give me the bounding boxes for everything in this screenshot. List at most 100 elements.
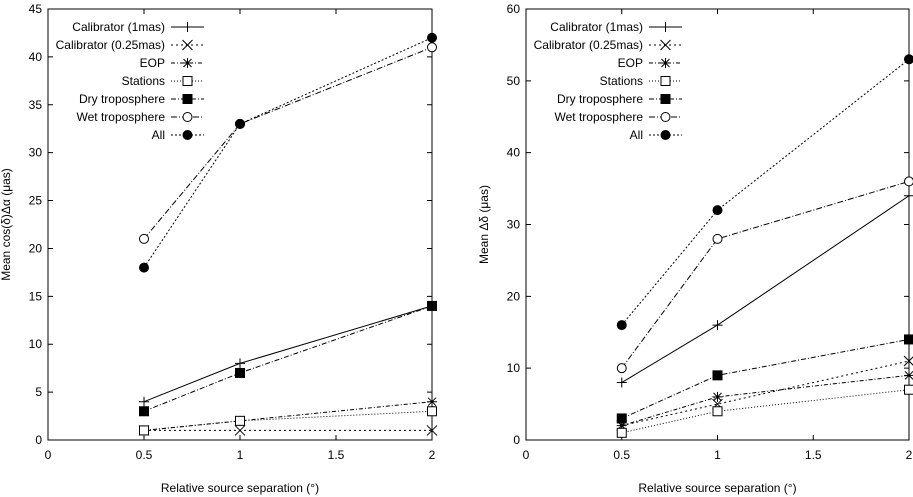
legend-label: Stations [600, 74, 643, 88]
series-2 [139, 396, 437, 436]
data-point [712, 205, 723, 216]
legend-label: Dry troposphere [79, 92, 165, 106]
data-point [234, 425, 246, 436]
data-point [426, 425, 438, 436]
data-point [712, 391, 723, 402]
legend-label: EOP [140, 56, 165, 70]
y-tick-label: 20 [29, 241, 43, 255]
x-axis-label: Relative source separation (°) [638, 481, 796, 495]
legend-marker [182, 94, 193, 104]
legend-marker [660, 130, 671, 140]
data-point [616, 413, 627, 424]
legend-marker [660, 39, 671, 51]
legend-label: EOP [618, 56, 643, 70]
series-line [143, 401, 433, 431]
data-point [235, 415, 245, 426]
legend-marker [660, 58, 671, 68]
legend-label: All [630, 128, 643, 142]
x-tick-label: 2 [906, 448, 913, 462]
data-point [139, 425, 149, 436]
series-2 [616, 370, 913, 431]
x-tick-label: 2 [429, 448, 436, 462]
legend-label: Wet troposphere [77, 110, 166, 124]
y-axis-label: Mean cos(δ)Δα (μas) [0, 168, 13, 281]
legend-label: Calibrator (1mas) [72, 20, 165, 34]
y-tick-label: 35 [29, 98, 43, 112]
data-point [235, 118, 245, 129]
series-4 [139, 300, 437, 417]
y-tick-label: 40 [29, 50, 43, 64]
y-tick-label: 60 [507, 2, 521, 16]
data-point [904, 334, 913, 345]
series-line [143, 305, 433, 403]
legend-marker [182, 130, 193, 140]
series-line [143, 37, 433, 268]
data-point [427, 396, 437, 407]
legend-marker [660, 76, 671, 86]
data-point [712, 233, 723, 244]
legend-label: Wet troposphere [555, 110, 644, 124]
series-line [621, 338, 910, 419]
series-0 [616, 190, 913, 388]
x-tick-label: 1.5 [328, 448, 345, 462]
legend-marker [182, 22, 193, 32]
legend-label: Calibrator (0.25mas) [534, 38, 643, 52]
series-line [621, 360, 910, 427]
series-5 [139, 42, 437, 244]
y-tick-label: 0 [35, 433, 42, 447]
data-point [904, 54, 913, 65]
legend-label: Stations [122, 74, 165, 88]
x-axis-label: Relative source separation (°) [161, 481, 319, 495]
x-tick-label: 1 [714, 448, 721, 462]
data-point [904, 176, 913, 187]
y-tick-label: 0 [513, 433, 520, 447]
series-4 [616, 334, 913, 424]
data-point [712, 370, 723, 381]
data-point [235, 367, 245, 378]
y-tick-label: 5 [35, 385, 42, 399]
data-point [235, 358, 245, 369]
y-tick-label: 30 [29, 146, 43, 160]
data-point [904, 384, 913, 395]
y-axis-label: Mean Δδ (μas) [477, 185, 491, 264]
data-point [616, 320, 627, 331]
series-line [143, 305, 433, 412]
data-point [616, 427, 627, 438]
series-line [143, 410, 433, 431]
legend: Calibrator (1mas) Calibrator (0.25mas) EOP… [56, 20, 204, 142]
x-tick-label: 0.5 [136, 448, 153, 462]
data-point [427, 42, 437, 53]
legend-label: Calibrator (1mas) [550, 20, 643, 34]
series-6 [616, 54, 913, 331]
legend-marker [182, 58, 193, 68]
data-point [904, 190, 913, 201]
data-point [616, 377, 627, 388]
legend-marker [660, 94, 671, 104]
x-tick-label: 1 [237, 448, 244, 462]
data-point [139, 406, 149, 417]
data-point [712, 320, 723, 331]
y-tick-label: 15 [29, 289, 43, 303]
y-tick-label: 30 [507, 218, 521, 232]
series-line [621, 195, 910, 383]
series-5 [616, 176, 913, 374]
y-tick-label: 25 [29, 194, 43, 208]
series-line [143, 46, 433, 240]
x-tick-label: 0.5 [613, 448, 630, 462]
data-point [139, 262, 149, 273]
legend-marker [182, 76, 193, 86]
series-line [621, 374, 910, 427]
legend-label: All [152, 128, 165, 142]
data-point [712, 406, 723, 417]
data-point [427, 32, 437, 43]
data-point [616, 420, 627, 431]
data-point [427, 300, 437, 311]
data-point [616, 363, 627, 374]
legend-marker [182, 39, 193, 51]
legend-marker [660, 112, 671, 122]
y-tick-label: 10 [507, 361, 521, 375]
data-point [903, 355, 913, 367]
